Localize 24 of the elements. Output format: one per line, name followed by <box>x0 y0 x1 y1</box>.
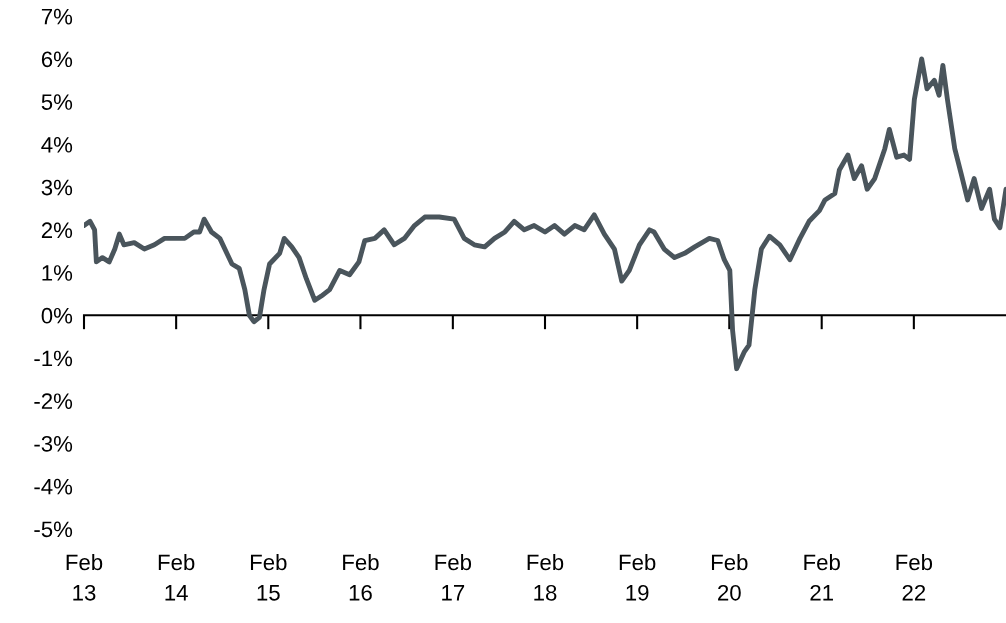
y-tick-label: -1% <box>34 350 73 367</box>
y-tick-label: -4% <box>34 478 73 495</box>
y-tick-label: 6% <box>41 51 73 68</box>
x-tick-label: Feb 17 <box>435 553 472 601</box>
y-tick-label: 3% <box>41 179 73 196</box>
x-tick-label: Feb 22 <box>896 553 933 601</box>
x-tick-label: Feb 14 <box>158 553 195 601</box>
x-tick-label: Feb 18 <box>527 553 564 601</box>
y-tick-label: -5% <box>34 521 73 538</box>
x-tick-label: Feb 16 <box>343 553 379 601</box>
y-tick-label: 7% <box>41 8 73 25</box>
x-tick-label: Feb 21 <box>804 553 840 601</box>
x-tick-label: Feb 20 <box>711 553 748 601</box>
y-tick-label: 0% <box>41 307 73 324</box>
y-tick-label: 4% <box>41 137 73 153</box>
y-tick-label: -2% <box>34 393 73 409</box>
x-tick-label: Feb 13 <box>66 553 103 601</box>
y-tick-label: 5% <box>41 94 73 110</box>
line-series <box>84 56 1006 372</box>
x-tick-label: Feb 19 <box>619 553 656 601</box>
y-tick-label: 2% <box>41 222 73 239</box>
y-tick-label: 1% <box>42 265 73 281</box>
y-tick-label: -3% <box>34 436 73 452</box>
x-tick-label: Feb 15 <box>250 553 287 601</box>
